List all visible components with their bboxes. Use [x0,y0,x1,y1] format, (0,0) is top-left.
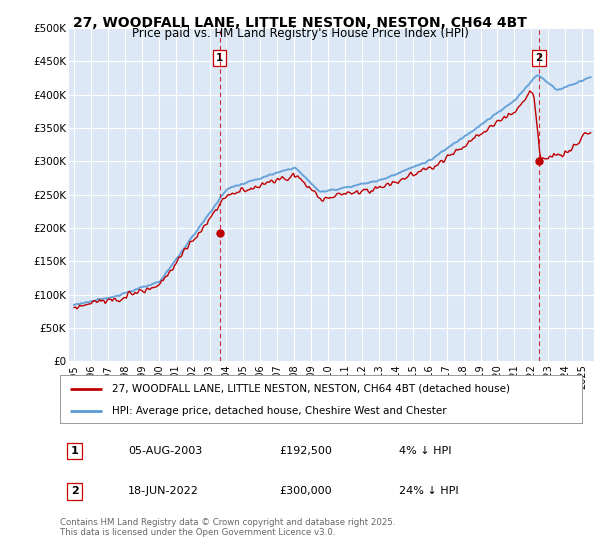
Text: Price paid vs. HM Land Registry's House Price Index (HPI): Price paid vs. HM Land Registry's House … [131,27,469,40]
Text: Contains HM Land Registry data © Crown copyright and database right 2025.
This d: Contains HM Land Registry data © Crown c… [60,518,395,538]
Text: HPI: Average price, detached house, Cheshire West and Chester: HPI: Average price, detached house, Ches… [112,406,447,416]
Text: £300,000: £300,000 [279,487,332,496]
Text: 4% ↓ HPI: 4% ↓ HPI [400,446,452,456]
Text: 24% ↓ HPI: 24% ↓ HPI [400,487,459,496]
Text: 1: 1 [216,53,223,63]
Text: 2: 2 [71,487,79,496]
Text: 18-JUN-2022: 18-JUN-2022 [128,487,199,496]
Text: 1: 1 [71,446,79,456]
Text: 27, WOODFALL LANE, LITTLE NESTON, NESTON, CH64 4BT (detached house): 27, WOODFALL LANE, LITTLE NESTON, NESTON… [112,384,510,394]
Text: £192,500: £192,500 [279,446,332,456]
Text: 27, WOODFALL LANE, LITTLE NESTON, NESTON, CH64 4BT: 27, WOODFALL LANE, LITTLE NESTON, NESTON… [73,16,527,30]
Text: 05-AUG-2003: 05-AUG-2003 [128,446,202,456]
Text: 2: 2 [536,53,543,63]
